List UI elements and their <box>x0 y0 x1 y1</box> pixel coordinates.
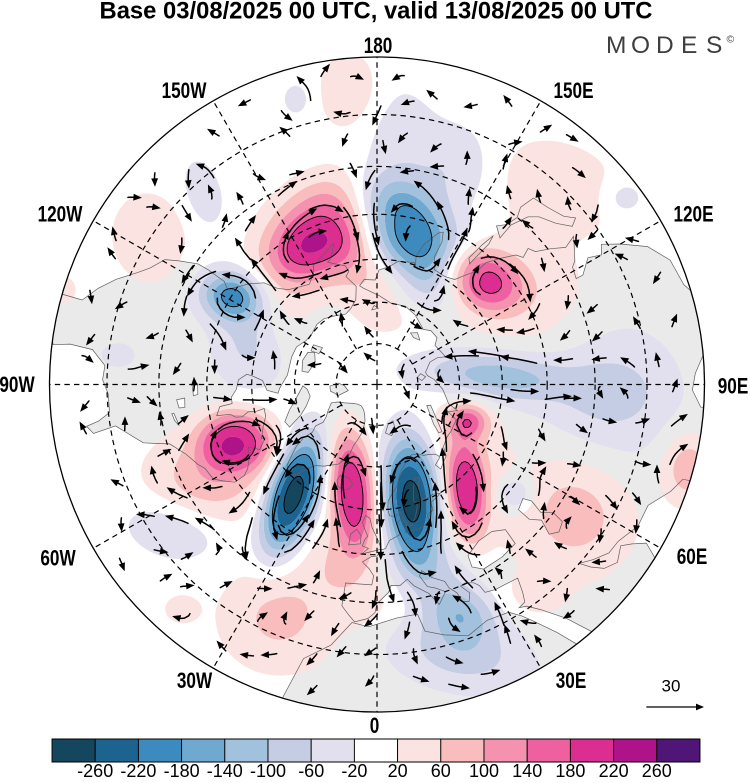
svg-text:-220: -220 <box>120 761 156 781</box>
svg-text:120W: 120W <box>38 203 83 228</box>
svg-text:D: D <box>656 32 674 59</box>
svg-text:220: 220 <box>599 761 629 781</box>
svg-text:150E: 150E <box>553 79 593 104</box>
svg-text:O: O <box>631 32 650 59</box>
svg-text:-140: -140 <box>207 761 243 781</box>
svg-text:-60: -60 <box>298 761 324 781</box>
svg-text:60E: 60E <box>677 545 708 570</box>
svg-text:M: M <box>606 32 626 59</box>
svg-text:150W: 150W <box>162 79 207 104</box>
svg-text:-180: -180 <box>164 761 200 781</box>
svg-text:30W: 30W <box>177 669 213 694</box>
svg-text:©: © <box>727 34 735 46</box>
svg-text:120E: 120E <box>673 203 713 228</box>
svg-text:-260: -260 <box>77 761 113 781</box>
svg-text:-100: -100 <box>250 761 286 781</box>
svg-text:E: E <box>681 32 697 59</box>
svg-text:260: 260 <box>642 761 672 781</box>
svg-text:-20: -20 <box>341 761 367 781</box>
svg-text:60: 60 <box>431 761 451 781</box>
svg-text:90W: 90W <box>0 373 35 398</box>
svg-text:180: 180 <box>555 761 585 781</box>
svg-text:180: 180 <box>364 34 393 59</box>
svg-text:30E: 30E <box>556 669 587 694</box>
svg-text:60W: 60W <box>40 547 76 572</box>
svg-text:30: 30 <box>662 676 681 695</box>
svg-text:Base 03/08/2025 00 UTC, valid: Base 03/08/2025 00 UTC, valid 13/08/2025… <box>100 0 653 25</box>
svg-text:20: 20 <box>388 761 408 781</box>
svg-text:100: 100 <box>469 761 499 781</box>
svg-text:S: S <box>706 32 722 59</box>
svg-text:90E: 90E <box>718 375 749 400</box>
svg-text:140: 140 <box>512 761 542 781</box>
svg-text:0: 0 <box>370 714 380 739</box>
